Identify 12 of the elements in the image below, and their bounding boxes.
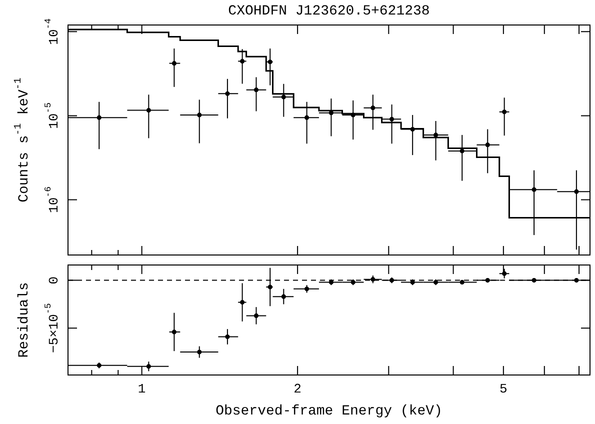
y-tick-label: 10-5	[44, 102, 62, 129]
y-axis-title: Counts s-1 keV-1	[13, 78, 33, 202]
x-tick-label: 5	[500, 381, 508, 396]
y-axis-title: Residuals	[16, 282, 33, 358]
y-tick-label: 10-4	[44, 18, 62, 45]
x-tick-label: 1	[138, 381, 146, 396]
y-tick-label: 10-6	[44, 186, 62, 213]
y-tick-label: −5×10-5	[44, 303, 62, 354]
y-tick-label: 0	[46, 276, 62, 284]
x-axis-title: Observed-frame Energy (keV)	[216, 404, 442, 420]
chart-title: CXOHDFN J123620.5+621238	[228, 4, 430, 20]
x-tick-label: 2	[294, 381, 302, 396]
